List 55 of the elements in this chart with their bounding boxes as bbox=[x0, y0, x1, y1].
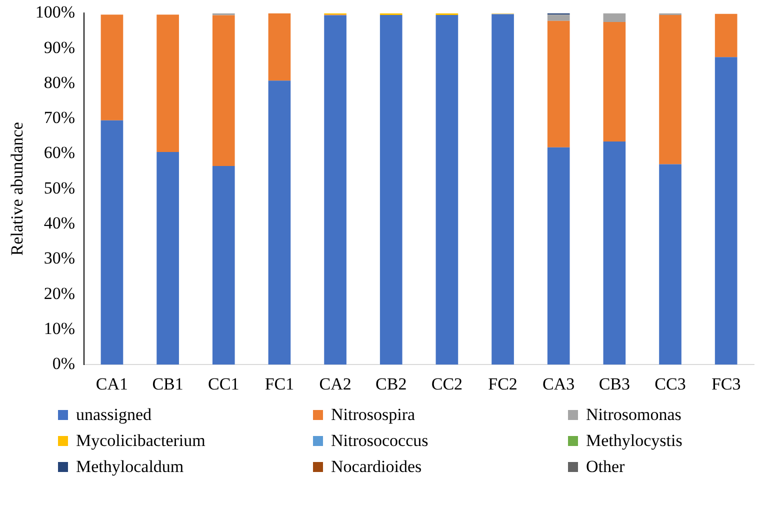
y-tick-label: 0% bbox=[52, 354, 76, 374]
y-tick-label: 10% bbox=[44, 318, 76, 338]
bar bbox=[714, 14, 738, 58]
legend-label: Methylocystis bbox=[586, 431, 682, 451]
x-tick-label: FC3 bbox=[711, 374, 741, 394]
y-tick-label: 50% bbox=[44, 178, 76, 198]
bar bbox=[268, 80, 291, 365]
bar bbox=[603, 22, 626, 142]
legend-label: Nitrosococcus bbox=[331, 431, 428, 451]
y-tick-label: 40% bbox=[44, 214, 76, 233]
bar bbox=[659, 164, 682, 365]
bar bbox=[547, 20, 570, 148]
bar bbox=[714, 57, 738, 365]
bar bbox=[324, 15, 346, 365]
y-tick-label: 70% bbox=[44, 108, 76, 128]
y-tick-label: 60% bbox=[44, 143, 76, 162]
legend-label: Nitrosospira bbox=[331, 405, 416, 425]
legend-label: Nocardioides bbox=[331, 457, 422, 477]
legend-label: unassigned bbox=[76, 405, 152, 425]
x-tick-label: CB3 bbox=[598, 374, 630, 394]
bar bbox=[156, 14, 179, 152]
x-tick-label: CC1 bbox=[208, 374, 240, 394]
legend-label: Other bbox=[586, 457, 625, 477]
y-tick-label: 30% bbox=[44, 248, 76, 268]
x-tick-label: FC1 bbox=[264, 374, 294, 394]
bar bbox=[156, 152, 179, 365]
bar bbox=[547, 147, 570, 365]
bar bbox=[436, 14, 458, 365]
x-tick-label: FC2 bbox=[488, 374, 518, 394]
y-tick-label: 90% bbox=[44, 38, 76, 57]
x-tick-label: CC3 bbox=[654, 374, 686, 394]
legend-label: Nitrosomonas bbox=[586, 405, 682, 425]
bar bbox=[547, 14, 570, 21]
bar bbox=[212, 166, 235, 365]
x-tick-label: CA2 bbox=[319, 374, 352, 394]
bar bbox=[659, 14, 682, 164]
x-tick-label: CB1 bbox=[152, 374, 184, 394]
y-tick-label: 20% bbox=[44, 284, 76, 303]
bar bbox=[100, 120, 124, 365]
bar bbox=[380, 14, 402, 365]
x-tick-label: CB2 bbox=[376, 374, 407, 394]
bar bbox=[100, 14, 124, 120]
bar bbox=[603, 141, 626, 365]
y-axis-title: Relative abundance bbox=[8, 122, 27, 256]
legend-label: Mycolicibacterium bbox=[76, 431, 206, 451]
bar bbox=[212, 15, 235, 166]
bar bbox=[603, 13, 626, 22]
y-tick-label: 100% bbox=[35, 2, 76, 22]
bar bbox=[492, 14, 514, 365]
x-tick-label: CA1 bbox=[96, 374, 128, 394]
x-tick-label: CA3 bbox=[542, 374, 575, 394]
legend-label: Methylocaldum bbox=[76, 457, 184, 477]
bar bbox=[268, 13, 291, 81]
y-tick-label: 80% bbox=[44, 72, 76, 92]
x-tick-label: CC2 bbox=[431, 374, 463, 394]
